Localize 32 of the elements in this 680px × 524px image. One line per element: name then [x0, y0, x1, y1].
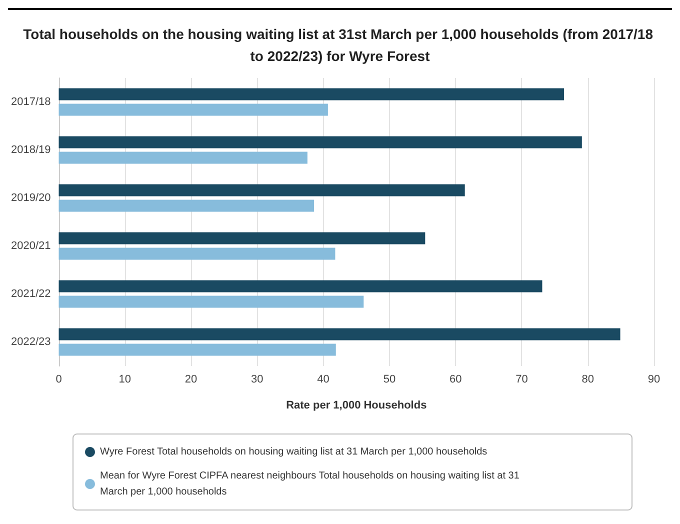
bar	[58, 184, 465, 196]
bar	[58, 200, 314, 212]
y-tick-label: 2022/23	[10, 336, 51, 348]
y-tick-label: 2017/18	[10, 96, 51, 108]
legend-label: Mean for Wyre Forest CIPFA nearest neighbours Total households on housing waiting list at 31 March per 1,000 households	[100, 470, 522, 498]
bar	[58, 280, 542, 292]
y-tick-label: 2020/21	[10, 240, 51, 252]
bar	[58, 344, 336, 356]
x-tick-label: 70	[516, 374, 528, 386]
x-tick-label: 80	[582, 374, 594, 386]
bar	[58, 248, 336, 260]
x-axis-title: Rate per 1,000 Households	[286, 400, 427, 412]
y-tick-label: 2018/19	[10, 144, 51, 156]
bar	[58, 104, 328, 116]
x-tick-label: 10	[118, 374, 132, 386]
bar	[58, 136, 582, 148]
x-tick-label: 30	[251, 374, 264, 386]
bar	[58, 296, 364, 308]
y-tick-label: 2021/22	[10, 288, 51, 300]
x-tick-label: 60	[449, 374, 462, 386]
y-tick-label: 2019/20	[10, 192, 51, 204]
bar	[58, 328, 620, 340]
chart-title: Total households on the housing waiting list at 31st March per 1,000 households (from 2017/18 to 2022/23) for Wyre Forest	[23, 26, 657, 64]
bar	[58, 232, 426, 244]
x-tick-label: 20	[184, 374, 198, 386]
x-tick-label: 0	[56, 374, 62, 386]
bar	[58, 88, 564, 100]
x-tick-label: 40	[317, 374, 330, 386]
bar	[58, 152, 308, 164]
legend-label: Wyre Forest Total households on housing waiting list at 31 March per 1,000 households	[100, 446, 488, 458]
x-tick-label: 90	[648, 374, 660, 386]
x-tick-label: 50	[383, 374, 396, 386]
